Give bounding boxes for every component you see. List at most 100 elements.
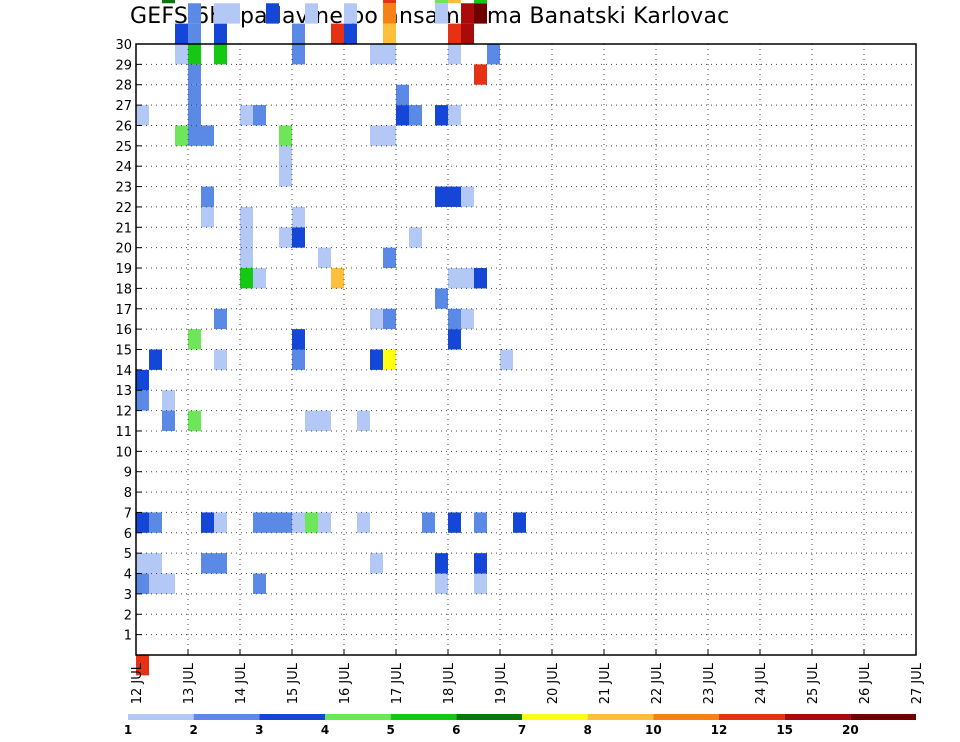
precip-cell-116 xyxy=(383,3,396,24)
precip-cell-3 xyxy=(253,573,266,594)
precip-cell-42 xyxy=(500,349,513,370)
precip-cell-28 xyxy=(513,512,526,533)
y-tick-label: 17 xyxy=(115,303,132,318)
precip-cell-40 xyxy=(370,349,383,370)
precip-cell-25 xyxy=(422,512,435,533)
colorbar-label: 15 xyxy=(776,723,793,737)
precip-cell-61 xyxy=(240,227,253,248)
colorbar-swatch xyxy=(325,714,391,720)
precip-cell-103 xyxy=(214,23,227,44)
precip-cell-124 xyxy=(435,0,448,4)
x-tick-label: 26 JUL xyxy=(858,662,873,704)
precip-cell-65 xyxy=(201,206,214,228)
precip-cell-122 xyxy=(474,0,487,4)
precip-cell-79 xyxy=(188,125,201,146)
precip-cell-2 xyxy=(162,573,175,594)
x-tick-label: 24 JUL xyxy=(754,662,769,704)
precip-cell-32 xyxy=(318,410,331,431)
precip-cell-93 xyxy=(175,44,188,65)
precip-cell-88 xyxy=(448,105,461,126)
precip-cell-99 xyxy=(448,44,461,65)
colorbar-swatch xyxy=(784,714,851,720)
precip-cell-47 xyxy=(370,308,383,330)
x-tick-label: 17 JUL xyxy=(390,662,405,704)
y-tick-label: 10 xyxy=(115,445,132,460)
precip-cell-1 xyxy=(149,573,162,594)
colorbar-swatch xyxy=(653,714,719,720)
colorbar-label: 5 xyxy=(386,723,394,737)
precip-cell-81 xyxy=(188,105,201,126)
precip-cell-110 xyxy=(188,3,201,24)
precip-cell-37 xyxy=(149,349,162,370)
precip-cell-43 xyxy=(188,329,201,350)
precip-cell-123 xyxy=(448,0,461,4)
y-tick-label: 1 xyxy=(124,629,132,644)
precip-cell-59 xyxy=(318,247,331,269)
precip-cell-86 xyxy=(409,105,422,126)
precip-cell-90 xyxy=(396,84,409,106)
precip-cell-15 xyxy=(149,512,162,533)
precip-cell-82 xyxy=(136,105,149,126)
colorbar-label: 10 xyxy=(645,723,662,737)
x-tick-label: 25 JUL xyxy=(806,662,821,704)
colorbar-label: 3 xyxy=(255,723,263,737)
colorbar-label: 7 xyxy=(518,723,526,737)
precip-cell-45 xyxy=(292,329,305,350)
y-tick-label: 8 xyxy=(124,486,132,501)
dotted-grid xyxy=(136,44,917,655)
colorbar-swatch xyxy=(259,714,325,720)
colorbar: 1 2 3 4 5 6 7 8 10 12 15 20 xyxy=(124,714,916,737)
colorbar-label: 2 xyxy=(189,723,197,737)
y-tick-label: 16 xyxy=(115,323,132,338)
y-tick-label: 21 xyxy=(115,221,132,236)
y-tick-label: 27 xyxy=(115,99,132,114)
precip-cell-74 xyxy=(279,145,292,167)
colorbar-label: 4 xyxy=(321,723,329,737)
precip-cell-121 xyxy=(383,0,396,4)
y-axis-ticks: 1234567891011121314151617181920212223242… xyxy=(115,38,142,644)
x-tick-label: 22 JUL xyxy=(650,662,665,704)
precip-cell-115 xyxy=(344,3,357,24)
precip-cell-62 xyxy=(409,227,422,248)
precip-cell-92 xyxy=(474,64,487,85)
colorbar-label: 20 xyxy=(842,723,859,737)
colorbar-swatch xyxy=(390,714,457,720)
precip-cell-67 xyxy=(292,206,305,228)
colorbar-swatch xyxy=(850,714,916,720)
precip-cell-80 xyxy=(201,125,214,146)
precip-cell-29 xyxy=(162,410,175,431)
y-tick-label: 9 xyxy=(124,466,132,481)
y-tick-label: 22 xyxy=(115,201,132,216)
precip-cell-76 xyxy=(370,125,383,146)
y-tick-label: 30 xyxy=(115,38,132,53)
precip-cell-94 xyxy=(188,44,201,65)
precip-cell-17 xyxy=(214,512,227,533)
precip-cell-63 xyxy=(279,227,292,248)
precip-cell-120 xyxy=(162,0,175,4)
precip-cell-118 xyxy=(461,3,474,24)
precip-cell-26 xyxy=(448,512,461,533)
precip-cell-53 xyxy=(253,268,266,289)
precip-cell-111 xyxy=(214,3,227,24)
precip-cell-36 xyxy=(136,369,149,391)
y-tick-label: 2 xyxy=(124,608,132,623)
precip-cell-0 xyxy=(136,655,149,676)
precip-cell-30 xyxy=(188,410,201,431)
y-tick-label: 12 xyxy=(115,405,132,420)
y-tick-label: 11 xyxy=(115,425,132,440)
precip-cell-71 xyxy=(435,186,448,207)
precip-cell-21 xyxy=(292,512,305,533)
x-tick-label: 14 JUL xyxy=(234,662,249,704)
precip-cell-102 xyxy=(188,23,201,44)
y-tick-label: 15 xyxy=(115,344,132,359)
precip-cell-107 xyxy=(383,23,396,44)
precip-cell-64 xyxy=(292,227,305,248)
x-tick-label: 13 JUL xyxy=(182,662,197,704)
precip-cell-24 xyxy=(357,512,370,533)
x-tick-label: 12 JUL xyxy=(130,662,145,704)
y-tick-label: 14 xyxy=(115,364,132,379)
precip-cell-8 xyxy=(149,553,162,574)
colorbar-swatch xyxy=(456,714,522,720)
precip-cell-13 xyxy=(474,553,487,574)
x-tick-label: 20 JUL xyxy=(546,662,561,704)
